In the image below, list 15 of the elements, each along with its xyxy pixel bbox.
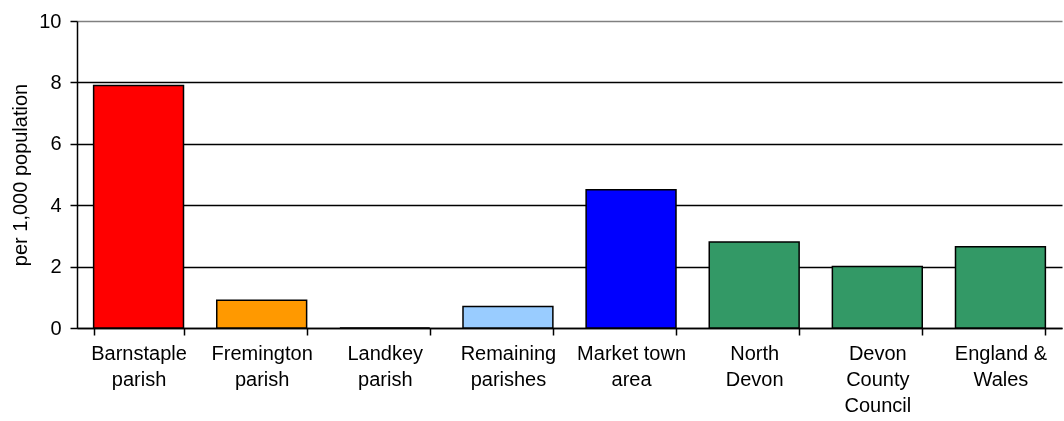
y-tick-label: 0 <box>50 316 62 339</box>
x-tick-label: Fremington parish <box>211 341 313 390</box>
y-tick-label: 8 <box>50 70 62 93</box>
x-tick-label: England & Wales <box>954 341 1048 390</box>
x-tick-label: Landkey parish <box>347 341 424 390</box>
y-tick-label: 10 <box>39 9 62 32</box>
y-axis-title: per 1,000 population <box>9 83 32 267</box>
x-tick-label: Devon County Council <box>844 341 912 416</box>
y-tick-label: 4 <box>50 193 62 216</box>
x-tick-label: Remaining parishes <box>460 341 557 390</box>
x-tick-label: North Devon <box>725 341 784 390</box>
y-tick-label: 2 <box>50 255 62 278</box>
x-tick-label: Barnstaple parish <box>91 341 187 390</box>
y-tick-label: 6 <box>50 132 62 155</box>
x-tick-label: Market town area <box>577 341 687 390</box>
